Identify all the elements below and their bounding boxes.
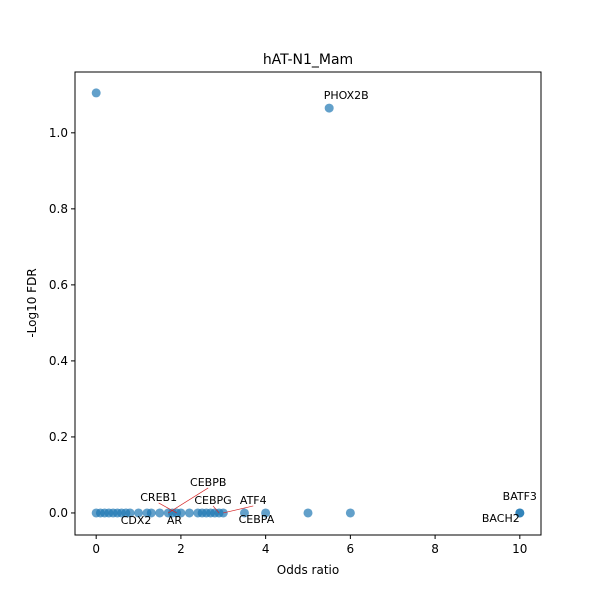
point-label: PHOX2B: [324, 89, 369, 102]
point: [303, 508, 313, 518]
x-tick-label: 2: [177, 542, 185, 556]
x-tick-label: 4: [262, 542, 270, 556]
point-label: BACH2: [482, 512, 520, 525]
point-label: CDX2: [121, 514, 152, 527]
point: [184, 508, 194, 518]
label-connector: [223, 505, 254, 514]
point: [155, 508, 165, 518]
label-connector: [212, 505, 220, 514]
x-tick-label: 6: [347, 542, 355, 556]
point: [176, 508, 186, 518]
point-label: ATF4: [240, 494, 267, 507]
chart-title: hAT-N1_Mam: [263, 52, 353, 68]
y-tick-label: 0.4: [49, 354, 68, 368]
x-tick-label: 8: [431, 542, 439, 556]
label-connector: [158, 502, 177, 514]
plot-frame: [74, 71, 542, 536]
point-label: CEBPG: [194, 494, 231, 507]
point-label: CEBPA: [239, 513, 275, 526]
point: [134, 508, 144, 518]
point: [515, 508, 525, 518]
point-label: CEBPB: [190, 476, 226, 489]
point: [261, 508, 271, 518]
x-axis-label: Odds ratio: [277, 563, 339, 577]
y-tick-label: 0.0: [49, 506, 68, 520]
x-tick-label: 10: [512, 542, 527, 556]
y-tick-label: 0.2: [49, 430, 68, 444]
y-axis-label: -Log10 FDR: [25, 268, 39, 337]
point-label: AR: [167, 514, 183, 527]
point: [146, 508, 156, 518]
point-label: CREB1: [140, 491, 177, 504]
x-tick-label: 0: [92, 542, 100, 556]
point-label: BATF3: [503, 490, 537, 503]
point: [239, 508, 249, 518]
point: [324, 103, 334, 113]
point: [91, 88, 101, 98]
y-tick-label: 0.6: [49, 278, 68, 292]
point: [125, 508, 135, 518]
label-connector: [168, 487, 209, 514]
y-tick-label: 1.0: [49, 126, 68, 140]
y-tick-label: 0.8: [49, 202, 68, 216]
point: [345, 508, 355, 518]
